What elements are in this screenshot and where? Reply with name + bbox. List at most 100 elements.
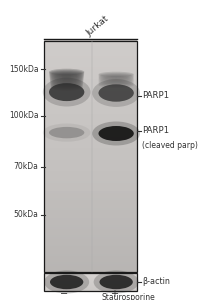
Bar bbox=[44, 59, 137, 62]
Ellipse shape bbox=[50, 81, 83, 87]
Text: +: + bbox=[110, 289, 118, 299]
Bar bbox=[44, 225, 137, 227]
Bar bbox=[44, 223, 137, 225]
Bar bbox=[44, 206, 137, 208]
Bar bbox=[44, 246, 137, 248]
Bar bbox=[44, 161, 137, 164]
Ellipse shape bbox=[51, 84, 83, 91]
Bar bbox=[44, 73, 137, 75]
Ellipse shape bbox=[99, 82, 134, 88]
Bar bbox=[44, 208, 137, 210]
Ellipse shape bbox=[99, 73, 134, 78]
Bar bbox=[44, 248, 137, 250]
Bar bbox=[44, 286, 137, 287]
Bar bbox=[44, 231, 137, 233]
Bar bbox=[44, 110, 137, 112]
Bar bbox=[44, 267, 137, 270]
Ellipse shape bbox=[99, 80, 134, 86]
Ellipse shape bbox=[49, 69, 84, 75]
Bar bbox=[44, 67, 137, 69]
Text: PARP1: PARP1 bbox=[142, 126, 169, 135]
Bar bbox=[44, 108, 137, 110]
Bar bbox=[44, 258, 137, 260]
Bar bbox=[44, 252, 137, 254]
Bar bbox=[44, 167, 137, 169]
Bar bbox=[44, 63, 137, 65]
Ellipse shape bbox=[50, 82, 83, 88]
Bar bbox=[44, 177, 137, 179]
Bar bbox=[44, 158, 137, 160]
Bar bbox=[44, 260, 137, 262]
Ellipse shape bbox=[50, 80, 83, 86]
Text: Jurkat: Jurkat bbox=[85, 15, 111, 38]
Bar bbox=[44, 179, 137, 181]
Bar bbox=[44, 140, 137, 142]
Bar bbox=[44, 273, 137, 274]
Bar bbox=[44, 192, 137, 194]
Bar bbox=[44, 250, 137, 252]
Bar bbox=[44, 200, 137, 202]
Bar bbox=[44, 198, 137, 200]
Bar bbox=[44, 284, 137, 286]
Ellipse shape bbox=[43, 124, 90, 142]
Ellipse shape bbox=[50, 83, 83, 90]
Bar bbox=[44, 88, 137, 91]
Bar bbox=[44, 273, 137, 291]
Bar bbox=[44, 215, 137, 217]
Bar bbox=[44, 92, 137, 94]
Bar bbox=[44, 190, 137, 193]
Bar bbox=[44, 275, 137, 277]
Bar bbox=[44, 262, 137, 264]
Bar bbox=[44, 65, 137, 68]
Bar bbox=[44, 244, 137, 247]
Bar bbox=[44, 236, 137, 239]
Bar bbox=[44, 82, 137, 85]
Bar bbox=[44, 165, 137, 167]
Bar bbox=[44, 212, 137, 214]
Bar bbox=[44, 100, 137, 102]
Bar bbox=[44, 117, 137, 119]
Bar bbox=[44, 288, 137, 289]
Bar bbox=[44, 133, 137, 135]
Bar bbox=[44, 283, 137, 284]
Bar bbox=[44, 279, 137, 280]
Bar bbox=[44, 280, 137, 281]
Bar bbox=[44, 134, 137, 137]
Bar bbox=[44, 240, 137, 243]
Bar bbox=[44, 269, 137, 272]
Bar bbox=[44, 221, 137, 224]
Text: PARP1: PARP1 bbox=[142, 92, 169, 100]
Bar bbox=[44, 148, 137, 150]
Bar bbox=[44, 263, 137, 266]
Ellipse shape bbox=[49, 74, 84, 81]
Text: −: − bbox=[60, 289, 68, 299]
Text: 70kDa: 70kDa bbox=[14, 162, 38, 171]
Bar bbox=[44, 233, 137, 235]
Bar bbox=[44, 284, 137, 285]
Bar bbox=[44, 96, 137, 98]
Ellipse shape bbox=[50, 275, 83, 289]
Ellipse shape bbox=[99, 84, 134, 102]
Ellipse shape bbox=[49, 127, 84, 138]
Bar bbox=[44, 42, 137, 44]
Bar bbox=[44, 79, 137, 81]
Ellipse shape bbox=[50, 75, 84, 82]
Ellipse shape bbox=[99, 72, 134, 77]
Text: β-actin: β-actin bbox=[142, 278, 170, 286]
Bar bbox=[44, 81, 137, 83]
Bar bbox=[44, 150, 137, 152]
Bar bbox=[44, 58, 137, 60]
Bar bbox=[44, 184, 137, 187]
Ellipse shape bbox=[49, 70, 84, 76]
Bar bbox=[44, 136, 137, 139]
Bar bbox=[44, 196, 137, 198]
Ellipse shape bbox=[49, 71, 84, 77]
Bar bbox=[44, 214, 137, 216]
Ellipse shape bbox=[99, 126, 134, 141]
Ellipse shape bbox=[92, 122, 140, 146]
Bar bbox=[44, 40, 137, 272]
Bar bbox=[44, 227, 137, 229]
Bar bbox=[44, 94, 137, 96]
Ellipse shape bbox=[49, 83, 84, 101]
Bar bbox=[44, 127, 137, 129]
